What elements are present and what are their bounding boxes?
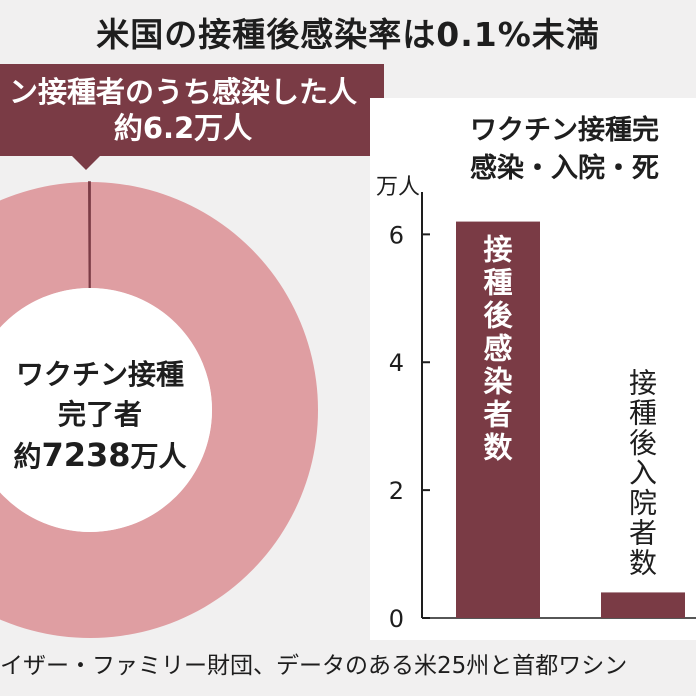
bar-panel-title: ワクチン接種完 感染・入院・死 bbox=[470, 112, 659, 188]
bar bbox=[601, 592, 685, 618]
bar-category-label: 接種後入院者数 bbox=[629, 366, 657, 579]
bar bbox=[456, 221, 540, 619]
bar-category-label: 接種後感染者数 bbox=[483, 233, 513, 465]
center-suffix: 万人 bbox=[130, 440, 187, 473]
center-prefix: 約 bbox=[13, 440, 42, 473]
callout-line2: 約6.2万人 bbox=[113, 111, 253, 145]
donut-center-label: ワクチン接種 完了者 約7238万人 bbox=[0, 355, 220, 477]
y-tick-label: 4 bbox=[389, 349, 404, 377]
donut-chart bbox=[0, 181, 318, 638]
y-axis-unit: 万人 bbox=[376, 175, 420, 200]
center-number: 7238 bbox=[41, 436, 131, 474]
donut-hole bbox=[0, 288, 212, 532]
bar-panel-title-line2: 感染・入院・死 bbox=[470, 153, 659, 184]
donut-slice-infected bbox=[88, 181, 91, 289]
y-tick-label: 6 bbox=[389, 221, 404, 249]
donut-slice-vaccinated bbox=[0, 182, 318, 638]
center-line3: 約7238万人 bbox=[0, 435, 220, 477]
callout-pointer bbox=[72, 156, 100, 170]
bar-panel: ワクチン接種完 感染・入院・死 万人 0 2 4 6 接種後感染者数接種後入院者数 bbox=[370, 98, 696, 640]
bar-panel-title-line1: ワクチン接種完 bbox=[470, 115, 659, 146]
chart-title: 米国の接種後感染率は0.1%未満 bbox=[96, 15, 600, 54]
infected-callout: ン接種者のうち感染した人 約6.2万人 bbox=[0, 64, 384, 156]
center-line2: 完了者 bbox=[57, 398, 142, 431]
y-tick-label: 0 bbox=[389, 605, 404, 633]
y-tick-label: 2 bbox=[389, 477, 404, 505]
center-line1: ワクチン接種 bbox=[15, 358, 184, 391]
source-note: イザー・ファミリー財団、データのある米25州と首都ワシン bbox=[0, 653, 628, 679]
callout-line1: ン接種者のうち感染した人 bbox=[8, 75, 357, 109]
